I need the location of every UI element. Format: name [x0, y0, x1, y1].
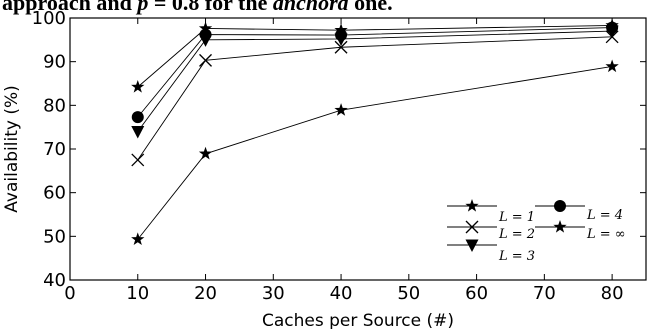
series-line-2: [137, 36, 613, 161]
series-line-1: [137, 24, 613, 88]
x-marker-stroke: [334, 40, 348, 54]
data-point-s1: [198, 21, 213, 35]
legend-marker-3: [465, 239, 479, 252]
series-markers: [131, 18, 619, 246]
data-point-s5: [198, 146, 213, 160]
legend-label-3: L = 3: [498, 249, 535, 264]
y-tick-label: 80: [43, 95, 66, 116]
legend-label-2: L = 2: [498, 227, 535, 242]
series-line-5: [137, 66, 613, 240]
caption-symbol: p: [137, 0, 149, 15]
data-point-s5: [131, 232, 145, 246]
data-point-s4: [199, 28, 212, 41]
x-tick-label: 40: [330, 283, 353, 304]
x-marker-stroke: [465, 220, 479, 234]
data-point-s2: [334, 40, 348, 54]
data-point-s3: [131, 126, 145, 139]
y-tick-label: 40: [43, 270, 66, 291]
x-axis-label: Caches per Source (#): [262, 311, 454, 329]
legend: L = 1 L = 2 L = 3 L = 4 L = ∞: [447, 199, 626, 264]
y-tick-label: 70: [43, 139, 66, 160]
y-tick-label: 100: [32, 8, 66, 29]
legend-marker-2: [465, 220, 479, 234]
y-axis-label: Availability (%): [2, 85, 22, 212]
legend-marker-5: [553, 220, 567, 233]
data-point-s1: [131, 79, 145, 93]
data-point-s2: [131, 153, 145, 167]
x-marker-stroke: [131, 153, 145, 167]
caption-suffix: one.: [348, 0, 393, 15]
x-tick-label: 60: [465, 283, 488, 304]
caption-prefix: approach and: [2, 0, 138, 15]
data-point-s4: [606, 21, 619, 34]
x-tick-label: 10: [126, 283, 149, 304]
figure-caption: approach and p = 0.8 for the anchord one…: [2, 0, 647, 20]
caption-middle: = 0.8 for the: [148, 0, 273, 15]
legend-label-5: L = ∞: [586, 227, 626, 242]
data-point-s4: [131, 111, 144, 124]
data-point-s5: [334, 103, 348, 116]
legend-marker-4: [554, 200, 566, 212]
x-tick-label: 50: [397, 283, 420, 304]
data-point-s2: [199, 53, 212, 67]
data-point-s5: [605, 59, 619, 73]
x-tick-label: 20: [194, 283, 217, 304]
x-tick-label: 0: [64, 283, 75, 304]
x-tick-label: 30: [262, 283, 285, 304]
legend-label-1: L = 1: [498, 210, 535, 225]
series-lines: [137, 24, 613, 240]
axes: 0 10 20 30 40 50 60 70 80 40 50 60 70 80 90 100: [32, 8, 647, 304]
x-marker-stroke: [199, 53, 212, 67]
x-tick-label: 80: [601, 283, 624, 304]
y-tick-label: 50: [43, 226, 66, 247]
legend-marker-1: [465, 199, 479, 212]
legend-label-4: L = 4: [586, 208, 623, 223]
plot-frame: [69, 17, 647, 281]
series-line-3: [137, 30, 613, 132]
y-tick-label: 90: [43, 52, 66, 73]
y-tick-label: 60: [43, 183, 66, 204]
series-line-4: [137, 27, 613, 118]
caption-emph: anchord: [272, 0, 349, 15]
data-point-s4: [335, 29, 348, 42]
x-tick-label: 70: [533, 283, 556, 304]
